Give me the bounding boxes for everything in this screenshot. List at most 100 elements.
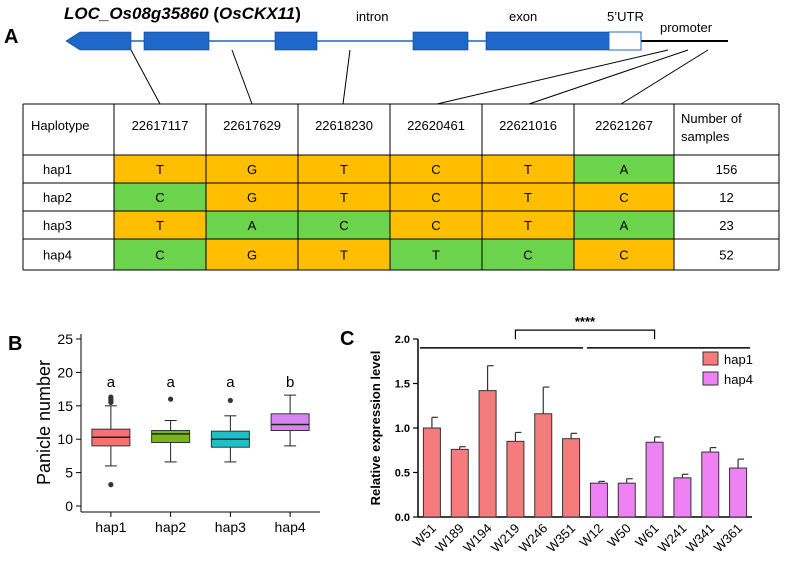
row-count: 23 <box>719 218 733 233</box>
exon-5 <box>485 31 610 51</box>
allele-text: C <box>155 248 164 263</box>
row-haplotype: hap2 <box>43 190 72 205</box>
y-tick-label: 1.5 <box>395 379 410 391</box>
y-tick-label: 0.5 <box>395 468 410 480</box>
snp-connector-5 <box>528 49 689 105</box>
exon-label: exon <box>509 9 537 24</box>
legend-swatch-hap4 <box>702 371 719 386</box>
allele-cell <box>206 211 298 239</box>
allele-text: G <box>247 248 257 263</box>
box-hap2 <box>151 430 191 444</box>
panel-c-label: C <box>340 328 354 350</box>
allele-text: T <box>340 248 348 263</box>
panel-a-label: A <box>4 26 18 48</box>
allele-text: T <box>524 190 532 205</box>
gene-title-symbol: OsCKX11 <box>219 4 295 23</box>
allele-cell <box>114 239 206 270</box>
panel-b-label: B <box>8 333 22 355</box>
allele-text: C <box>619 190 628 205</box>
x-tick-label: W194 <box>460 521 495 556</box>
panicle-boxplot: Panicle number 0 5 10 15 20 25 a hap1 a hap2 a hap3 b… <box>34 331 320 535</box>
allele-text: A <box>620 162 629 177</box>
bar-W341 <box>701 451 720 518</box>
row-count: 156 <box>716 162 738 177</box>
allele-cell <box>390 155 482 183</box>
intron-label: intron <box>356 9 389 24</box>
x-tick-label: W189 <box>432 521 467 556</box>
row-count: 12 <box>719 190 733 205</box>
bar-W246 <box>534 413 553 518</box>
allele-text: C <box>431 162 440 177</box>
exon-3 <box>274 31 318 51</box>
gene-title-locus: LOC_Os08g35860 <box>64 4 209 23</box>
exon-1 <box>65 31 132 51</box>
row-haplotype: hap3 <box>43 218 72 233</box>
x-tick-label: W351 <box>544 521 579 556</box>
bar-W12 <box>589 482 608 518</box>
allele-cell <box>298 211 390 239</box>
allele-cell <box>574 239 674 270</box>
y-tick-label: 15 <box>57 398 73 414</box>
outlier-point <box>108 482 114 488</box>
bar-W189 <box>450 448 469 518</box>
allele-cell <box>298 183 390 211</box>
x-tick-label: hap2 <box>155 519 186 535</box>
x-tick-label: W341 <box>683 521 718 556</box>
y-tick-label: 10 <box>57 431 73 447</box>
header-position: 22617117 <box>132 118 189 133</box>
legend-label-hap4: hap4 <box>724 372 753 387</box>
header-haplotype: Haplotype <box>31 118 90 133</box>
x-tick-label: W361 <box>711 521 746 556</box>
allele-cell <box>390 239 482 270</box>
significance-bracket <box>514 329 656 340</box>
y-tick-label: 25 <box>57 331 73 347</box>
y-axis-label: Relative expression level <box>368 351 383 506</box>
allele-cell <box>574 211 674 239</box>
significance-letter: a <box>166 374 175 391</box>
significance-letter: b <box>286 374 294 391</box>
allele-cell <box>206 155 298 183</box>
gene-title-paren-close: ) <box>295 4 301 23</box>
header-number-of-samples: Number of samples <box>681 111 742 144</box>
haplotype-table: Haplotype 22617117 22617629 22618230 2262046… <box>22 103 780 271</box>
header-position: 22617629 <box>223 118 281 133</box>
x-tick-label: hap3 <box>215 519 246 535</box>
allele-cell <box>298 239 390 270</box>
bar-W361 <box>729 467 748 518</box>
snp-connector-4 <box>436 49 669 105</box>
gene-structure <box>65 31 728 105</box>
bar-W241 <box>673 477 692 518</box>
header-position: 22618230 <box>315 118 373 133</box>
row-haplotype: hap1 <box>43 162 72 177</box>
snp-connector-6 <box>620 49 709 105</box>
gene-title: LOC_Os08g35860 (OsCKX11) <box>64 4 301 23</box>
allele-text: T <box>524 162 532 177</box>
legend-swatch-hap1 <box>702 351 719 366</box>
bar-W50 <box>617 482 636 518</box>
allele-cell <box>206 183 298 211</box>
bar-W351 <box>562 438 581 518</box>
allele-cell <box>114 183 206 211</box>
row-count: 52 <box>719 248 733 263</box>
y-tick-label: 0.0 <box>395 512 410 524</box>
snp-connector-3 <box>342 49 351 105</box>
allele-text: A <box>248 218 257 233</box>
allele-cell <box>206 239 298 270</box>
allele-cell <box>482 155 574 183</box>
allele-cell <box>482 211 574 239</box>
allele-text: G <box>247 162 257 177</box>
allele-text: T <box>340 190 348 205</box>
y-tick-label: 2.0 <box>395 334 410 346</box>
x-tick-label: hap4 <box>275 519 306 535</box>
allele-cell <box>482 239 574 270</box>
allele-text: C <box>155 190 164 205</box>
snp-connector-2 <box>231 49 253 105</box>
utr-label: 5’UTR <box>607 9 644 24</box>
allele-cell <box>482 183 574 211</box>
allele-cell <box>298 155 390 183</box>
allele-text: C <box>339 218 348 233</box>
expression-bar-chart: Relative expression level 0.0 0.5 1.0 1.5 2.0… <box>368 314 753 555</box>
x-tick-label: W219 <box>488 521 523 556</box>
x-tick-label: W246 <box>516 521 551 556</box>
outlier-point <box>108 394 114 400</box>
